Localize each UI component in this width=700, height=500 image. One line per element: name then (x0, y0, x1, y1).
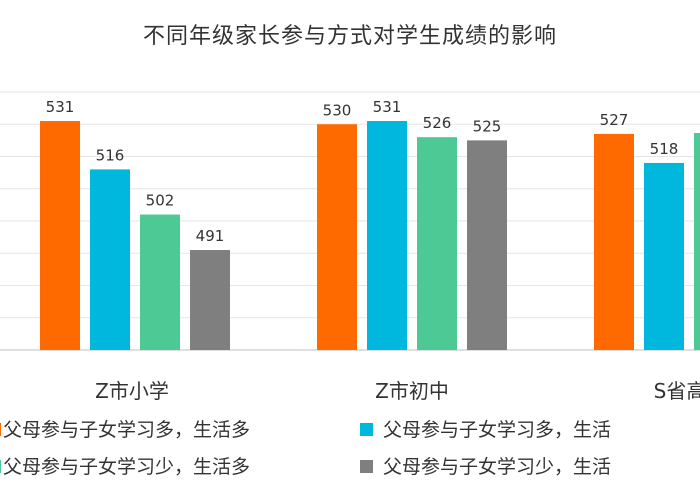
data-label: 531 (373, 98, 402, 116)
bar (644, 162, 684, 350)
category-label: S省高 (654, 379, 700, 403)
bar (417, 137, 457, 350)
legend-label: 父母参与子女学习多，生活 (383, 419, 611, 441)
data-label: 527 (600, 111, 629, 129)
data-label: 502 (146, 192, 175, 210)
bar (367, 121, 407, 351)
legend-swatch (0, 423, 1, 436)
category-label: Z市初中 (375, 379, 449, 403)
legend-label: 父母参与子女学习多，生活多 (3, 419, 250, 441)
legend-swatch (360, 460, 373, 473)
bar (140, 214, 180, 350)
bar (594, 133, 634, 350)
bar (467, 140, 507, 350)
legend-label: 父母参与子女学习少，生活 (383, 456, 611, 478)
data-label: 531 (46, 98, 75, 116)
chart-title: 不同年级家长参与方式对学生成绩的影响 (142, 24, 557, 49)
data-label: 530 (323, 101, 352, 119)
legend-label: 父母参与子女学习少，生活多 (3, 456, 250, 478)
bar (317, 124, 357, 350)
data-label: 516 (96, 146, 125, 164)
data-label: 518 (650, 140, 679, 158)
legend-swatch (360, 423, 373, 436)
data-label: 491 (196, 227, 225, 245)
bar (90, 169, 130, 350)
legend-swatch (0, 460, 1, 473)
category-label: Z市小学 (95, 379, 169, 403)
data-label: 525 (473, 117, 502, 135)
bar (190, 250, 230, 350)
bar (694, 133, 700, 350)
bar (40, 121, 80, 351)
data-label: 526 (423, 114, 452, 132)
